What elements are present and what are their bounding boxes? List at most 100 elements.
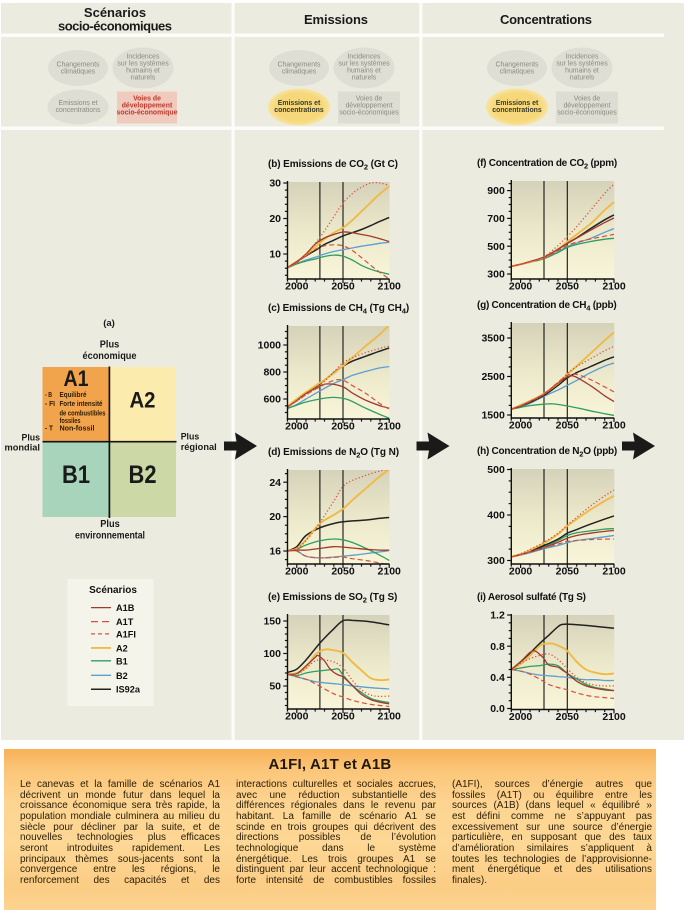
svg-text:humains et: humains et	[565, 68, 599, 75]
svg-text:2050: 2050	[331, 281, 355, 293]
svg-text:900: 900	[487, 185, 505, 197]
svg-text:2050: 2050	[556, 711, 580, 723]
svg-text:Voies de: Voies de	[574, 96, 601, 103]
svg-text:2100: 2100	[602, 420, 626, 432]
svg-text:Incidences: Incidences	[127, 54, 160, 61]
svg-text:(e) Emissions de SO2 (Tg S): (e) Emissions de SO2 (Tg S)	[268, 592, 397, 604]
svg-text:concentrations: concentrations	[274, 107, 324, 114]
svg-text:climatiques: climatiques	[282, 69, 317, 76]
svg-text:1500: 1500	[481, 410, 505, 422]
svg-text:2000: 2000	[509, 281, 533, 293]
svg-text:2000: 2000	[285, 421, 309, 433]
svg-text:Voies de: Voies de	[356, 96, 383, 103]
svg-text:développement: développement	[122, 103, 173, 110]
svg-text:2100: 2100	[602, 281, 626, 293]
svg-text:Plus: Plus	[100, 340, 120, 351]
svg-text:socio-économique: socio-économique	[117, 110, 178, 117]
svg-text:0.0: 0.0	[490, 703, 505, 715]
svg-text:Scénarios: Scénarios	[84, 5, 146, 20]
svg-text:socio-économiques: socio-économiques	[339, 110, 399, 117]
svg-text:10: 10	[269, 249, 281, 261]
svg-text:2100: 2100	[602, 566, 626, 578]
svg-text:A2: A2	[130, 388, 156, 413]
svg-text:Changements: Changements	[496, 62, 539, 69]
svg-text:(a): (a)	[103, 318, 115, 329]
svg-text:climatiques: climatiques	[61, 69, 96, 76]
svg-text:2000: 2000	[509, 420, 533, 432]
svg-text:2000: 2000	[285, 566, 309, 578]
svg-text:Emissions et: Emissions et	[278, 100, 321, 107]
svg-text:1.2: 1.2	[490, 610, 505, 622]
svg-text:(f) Concentration de CO2 (ppm): (f) Concentration de CO2 (ppm)	[477, 158, 617, 170]
svg-text:50: 50	[269, 681, 281, 693]
svg-text:2050: 2050	[331, 566, 355, 578]
svg-text:2100: 2100	[378, 566, 402, 578]
svg-text:Forte intensité: Forte intensité	[60, 401, 103, 408]
svg-text:A1B: A1B	[116, 603, 135, 613]
svg-text:1000: 1000	[258, 340, 282, 352]
svg-text:Voies de: Voies de	[133, 96, 161, 103]
svg-text:humains et: humains et	[347, 68, 381, 75]
svg-text:sur les systèmes: sur les systèmes	[117, 61, 169, 68]
svg-text:régional: régional	[181, 442, 217, 453]
svg-text:Plus: Plus	[22, 433, 41, 444]
svg-text:Plus: Plus	[181, 432, 200, 443]
svg-text:Changements: Changements	[57, 62, 100, 69]
svg-text:2050: 2050	[556, 566, 580, 578]
svg-text:(g) Concentration de CH4 (ppb): (g) Concentration de CH4 (ppb)	[477, 300, 616, 312]
svg-text:Concentrations: Concentrations	[500, 12, 592, 27]
svg-text:humains et: humains et	[126, 68, 160, 75]
svg-text:économique: économique	[83, 351, 137, 362]
svg-text:Incidences: Incidences	[566, 54, 599, 61]
svg-text:- B: - B	[45, 392, 52, 399]
svg-text:(c) Emissions de CH4 (Tg CH4): (c) Emissions de CH4 (Tg CH4)	[268, 303, 409, 315]
svg-text:naturels: naturels	[131, 75, 156, 82]
svg-text:2500: 2500	[481, 371, 505, 383]
svg-text:environnemental: environnemental	[75, 530, 145, 541]
svg-text:Plus: Plus	[100, 519, 120, 530]
svg-text:2000: 2000	[509, 566, 533, 578]
svg-text:naturels: naturels	[570, 75, 595, 82]
svg-text:2100: 2100	[378, 281, 402, 293]
svg-text:développement: développement	[563, 103, 610, 110]
svg-text:sur les systèmes: sur les systèmes	[556, 61, 608, 68]
svg-text:0.4: 0.4	[490, 672, 505, 684]
svg-text:Incidences: Incidences	[348, 54, 381, 61]
svg-text:600: 600	[263, 394, 281, 406]
svg-text:- FI: - FI	[45, 401, 55, 408]
svg-text:400: 400	[487, 510, 505, 522]
svg-text:2050: 2050	[556, 281, 580, 293]
svg-text:500: 500	[487, 241, 505, 253]
svg-text:sur les systèmes: sur les systèmes	[338, 61, 390, 68]
svg-text:socio-économiques: socio-économiques	[58, 19, 172, 34]
svg-text:2100: 2100	[378, 421, 402, 433]
svg-text:Emissions et: Emissions et	[58, 100, 97, 107]
svg-text:30: 30	[269, 178, 281, 190]
svg-text:2100: 2100	[602, 711, 626, 723]
svg-text:IS92a: IS92a	[116, 685, 141, 695]
svg-text:B1: B1	[116, 656, 128, 666]
svg-text:20: 20	[269, 511, 281, 523]
svg-text:800: 800	[263, 367, 281, 379]
svg-text:Emissions: Emissions	[304, 12, 368, 27]
svg-text:de combustibles: de combustibles	[60, 410, 106, 417]
svg-text:A1: A1	[64, 366, 89, 391]
svg-text:2000: 2000	[509, 711, 533, 723]
svg-text:2050: 2050	[331, 711, 355, 723]
svg-text:B1: B1	[62, 461, 90, 489]
svg-text:développement: développement	[345, 103, 392, 110]
svg-text:A1FI: A1FI	[116, 629, 136, 639]
svg-text:B2: B2	[129, 461, 157, 489]
svg-text:150: 150	[263, 616, 281, 628]
svg-text:climatiques: climatiques	[500, 69, 535, 76]
svg-text:300: 300	[487, 269, 505, 281]
svg-text:0.8: 0.8	[490, 641, 505, 653]
svg-text:300: 300	[487, 555, 505, 567]
svg-text:20: 20	[269, 213, 281, 225]
svg-text:fossiles: fossiles	[60, 418, 81, 425]
svg-text:2050: 2050	[556, 420, 580, 432]
svg-text:2000: 2000	[285, 281, 309, 293]
svg-text:2100: 2100	[378, 711, 402, 723]
svg-text:(d) Emissions de N2O (Tg N): (d) Emissions de N2O (Tg N)	[268, 447, 399, 459]
svg-text:naturels: naturels	[352, 75, 377, 82]
